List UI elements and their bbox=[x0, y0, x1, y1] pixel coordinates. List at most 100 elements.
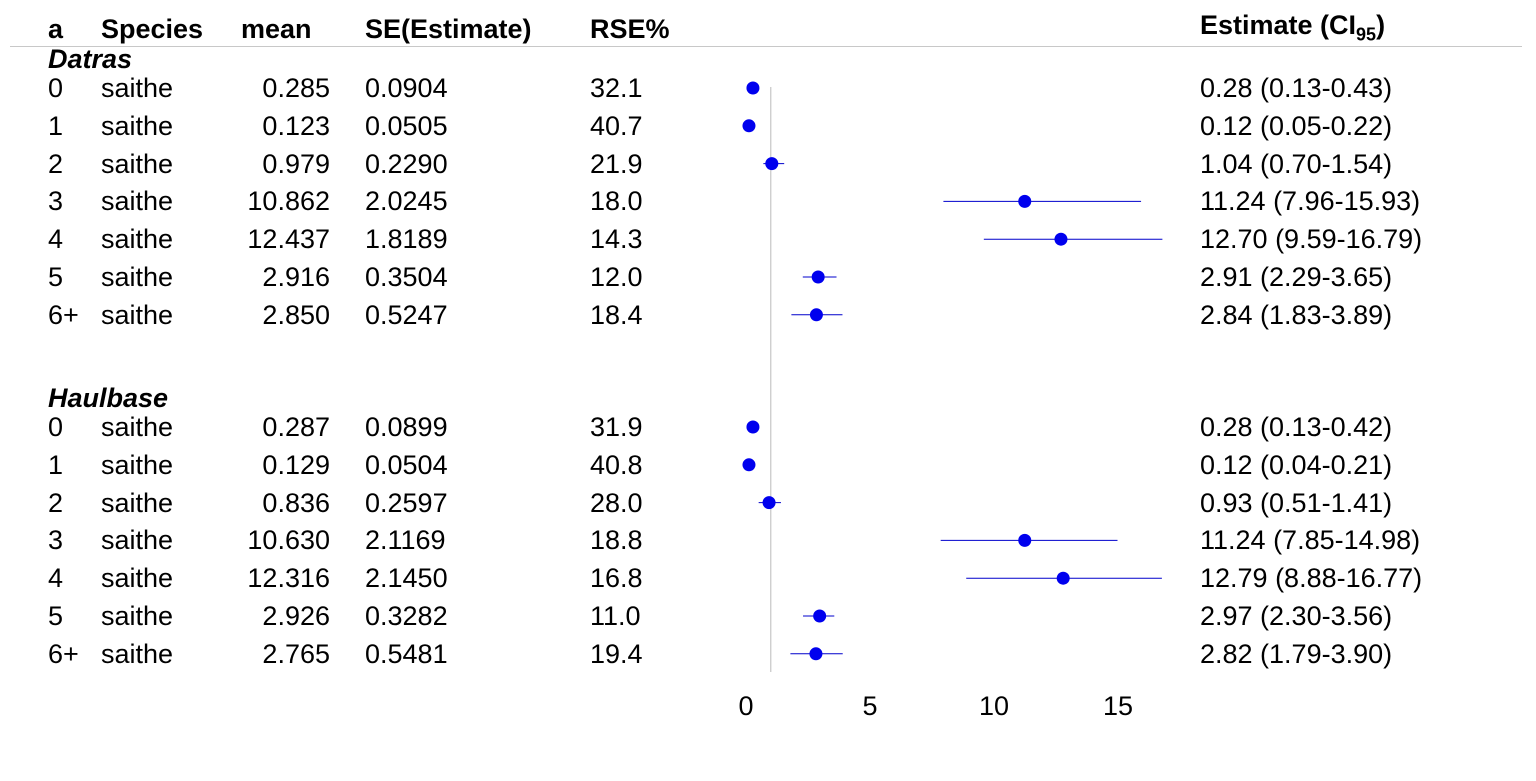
header-ci-subscript: 95 bbox=[1356, 24, 1377, 45]
cell-mean: 10.862 bbox=[247, 186, 330, 217]
cell-se: 1.8189 bbox=[365, 224, 448, 255]
cell-age: 4 bbox=[48, 224, 64, 255]
cell-species: saithe bbox=[101, 262, 174, 292]
cell-rse: 18.8 bbox=[590, 525, 643, 556]
group-title: Haulbase bbox=[48, 383, 169, 413]
cell-estimate: 0.28 (0.13-0.43) bbox=[1200, 73, 1393, 103]
header-species: Species bbox=[101, 14, 204, 44]
cell-age: 6+ bbox=[48, 299, 79, 330]
cell-age: 1 bbox=[48, 110, 64, 141]
cell-estimate: 2.91 (2.29-3.65) bbox=[1200, 262, 1393, 292]
cell-se: 2.0245 bbox=[365, 186, 448, 217]
cell-estimate: 0.28 (0.13-0.42) bbox=[1200, 412, 1393, 442]
estimate-point bbox=[1056, 571, 1070, 585]
header-rse: RSE% bbox=[590, 14, 670, 44]
cell-age: 3 bbox=[48, 186, 64, 217]
cell-species: saithe bbox=[101, 412, 174, 442]
cell-estimate: 12.79 (8.88-16.77) bbox=[1200, 563, 1423, 594]
cell-species: saithe bbox=[101, 638, 174, 669]
cell-rse: 40.7 bbox=[590, 110, 643, 141]
cell-se: 0.0899 bbox=[365, 412, 448, 442]
cell-se: 0.3504 bbox=[365, 262, 448, 292]
estimate-point bbox=[811, 270, 825, 284]
cell-mean: 0.129 bbox=[262, 449, 330, 480]
cell-estimate: 2.84 (1.83-3.89) bbox=[1200, 299, 1393, 330]
estimate-point bbox=[813, 609, 827, 623]
x-tick-label: 0 bbox=[738, 691, 753, 721]
cell-species: saithe bbox=[101, 73, 174, 103]
cell-species: saithe bbox=[101, 449, 174, 480]
x-tick-label: 15 bbox=[1103, 691, 1133, 721]
cell-se: 0.0504 bbox=[365, 449, 448, 480]
cell-estimate: 2.97 (2.30-3.56) bbox=[1200, 601, 1393, 631]
cell-age: 1 bbox=[48, 449, 64, 480]
cell-rse: 19.4 bbox=[590, 638, 643, 669]
cell-age: 0 bbox=[48, 73, 64, 103]
cell-se: 0.5481 bbox=[365, 638, 448, 669]
cell-se: 0.0904 bbox=[365, 73, 448, 103]
cell-mean: 0.285 bbox=[262, 73, 330, 103]
cell-mean: 2.926 bbox=[262, 601, 330, 631]
estimate-point bbox=[1018, 533, 1032, 547]
cell-rse: 12.0 bbox=[590, 262, 643, 292]
cell-age: 3 bbox=[48, 525, 64, 556]
cell-rse: 32.1 bbox=[590, 73, 643, 103]
cell-mean: 2.916 bbox=[262, 262, 330, 292]
header-mean: mean bbox=[241, 14, 312, 44]
cell-rse: 28.0 bbox=[590, 487, 643, 518]
cell-se: 0.2597 bbox=[365, 487, 448, 518]
cell-se: 0.0505 bbox=[365, 110, 448, 141]
cell-mean: 12.437 bbox=[247, 224, 330, 255]
cell-species: saithe bbox=[101, 224, 174, 255]
cell-rse: 18.4 bbox=[590, 299, 643, 330]
cell-mean: 0.287 bbox=[262, 412, 330, 442]
cell-mean: 0.979 bbox=[262, 148, 330, 179]
cell-age: 2 bbox=[48, 487, 64, 518]
cell-mean: 2.850 bbox=[262, 299, 330, 330]
x-tick-label: 10 bbox=[979, 691, 1009, 721]
cell-species: saithe bbox=[101, 601, 174, 631]
estimate-point bbox=[1054, 232, 1068, 246]
cell-rse: 16.8 bbox=[590, 563, 643, 594]
cell-species: saithe bbox=[101, 525, 174, 556]
header-estimate: Estimate (CI95) bbox=[1200, 10, 1385, 45]
header-ci-label: CI bbox=[1329, 10, 1357, 40]
cell-species: saithe bbox=[101, 487, 174, 518]
estimate-point bbox=[742, 119, 756, 133]
cell-age: 2 bbox=[48, 148, 64, 179]
cell-estimate: 0.12 (0.05-0.22) bbox=[1200, 110, 1393, 141]
cell-species: saithe bbox=[101, 563, 174, 594]
header-a: a bbox=[48, 14, 64, 44]
cell-estimate: 2.82 (1.79-3.90) bbox=[1200, 638, 1393, 669]
estimate-point bbox=[746, 420, 760, 434]
cell-se: 0.5247 bbox=[365, 299, 448, 330]
header-estimate-close: ) bbox=[1376, 10, 1386, 40]
estimate-point bbox=[746, 81, 760, 95]
estimate-point bbox=[762, 496, 776, 510]
cell-age: 0 bbox=[48, 412, 64, 442]
cell-rse: 21.9 bbox=[590, 148, 643, 179]
cell-estimate: 0.93 (0.51-1.41) bbox=[1200, 487, 1393, 518]
estimate-point bbox=[809, 647, 823, 661]
cell-estimate: 12.70 (9.59-16.79) bbox=[1200, 224, 1423, 255]
cell-se: 2.1450 bbox=[365, 563, 448, 594]
cell-age: 5 bbox=[48, 262, 64, 292]
cell-se: 0.3282 bbox=[365, 601, 448, 631]
cell-species: saithe bbox=[101, 110, 174, 141]
header-estimate-label: Estimate ( bbox=[1200, 10, 1330, 40]
cell-rse: 11.0 bbox=[590, 601, 641, 631]
cell-species: saithe bbox=[101, 186, 174, 217]
cell-age: 6+ bbox=[48, 638, 79, 669]
cell-rse: 14.3 bbox=[590, 224, 643, 255]
cell-rse: 40.8 bbox=[590, 449, 643, 480]
cell-species: saithe bbox=[101, 299, 174, 330]
cell-se: 2.1169 bbox=[365, 525, 446, 556]
cell-mean: 0.836 bbox=[262, 487, 330, 518]
cell-se: 0.2290 bbox=[365, 148, 448, 179]
x-tick-label: 5 bbox=[862, 691, 877, 721]
cell-mean: 12.316 bbox=[247, 563, 330, 594]
cell-estimate: 1.04 (0.70-1.54) bbox=[1200, 148, 1393, 179]
cell-species: saithe bbox=[101, 148, 174, 179]
cell-mean: 2.765 bbox=[262, 638, 330, 669]
